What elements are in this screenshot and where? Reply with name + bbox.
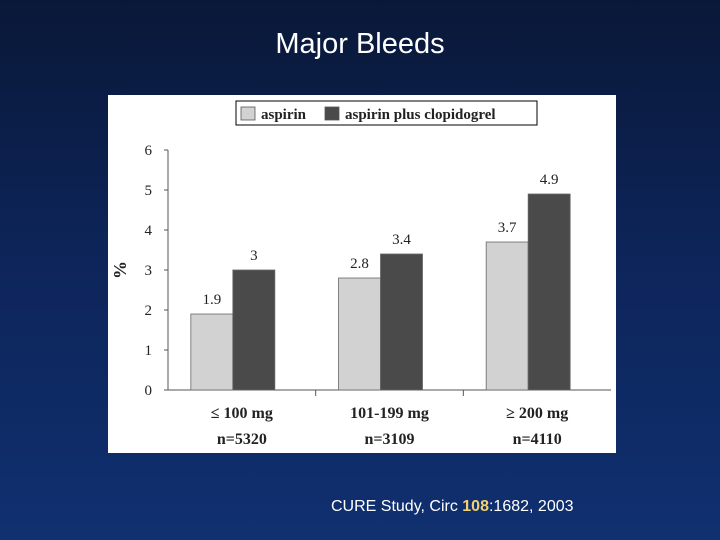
citation-suffix: :1682, 2003 [488,498,574,515]
slide-title: Major Bleeds [275,28,445,60]
legend-label: aspirin plus clopidogrel [345,107,496,123]
bar-aspirin-plus-clopidogrel [380,253,423,391]
y-axis-label: % [110,261,130,279]
bar-aspirin [485,241,529,391]
data-label: 4.9 [540,172,559,188]
legend-box [235,100,538,126]
bar-aspirin-plus-clopidogrel [527,193,571,391]
citation-volume: 108 [462,498,489,515]
x-category-n: n=3109 [364,431,414,448]
legend-label: aspirin [261,107,307,123]
x-category-label: ≥ 200 mg [506,405,568,422]
y-tick-label: 4 [145,223,153,239]
data-label: 3.4 [392,232,411,248]
x-category-n: n=4110 [513,431,562,448]
y-tick-label: 1 [145,343,153,359]
bar-aspirin [190,313,234,391]
bar-aspirin [338,277,381,391]
data-label: 3.7 [498,220,517,236]
y-tick-label: 5 [145,183,153,199]
citation-prefix: CURE Study, Circ [331,498,463,515]
data-label: 1.9 [202,292,221,308]
x-category-label: ≤ 100 mg [211,405,273,422]
legend-swatch [324,106,340,121]
x-category-label: 101-199 mg [350,405,429,422]
data-label: 2.8 [350,256,369,272]
x-category-n: n=5320 [217,431,267,448]
citation: CURE Study, Circ 108:1682, 2003 [331,498,574,516]
bar-aspirin-plus-clopidogrel [232,269,276,391]
y-tick-label: 6 [145,143,153,159]
data-label: 3 [250,248,257,264]
y-tick-label: 2 [145,303,153,319]
legend-swatch [240,106,256,121]
bar-chart: aspirin aspirin plus clopidogrel 0 1 2 3 4 5 6% 1… [110,100,611,448]
y-tick-label: 3 [145,263,153,279]
chart-panel: aspirin aspirin plus clopidogrel 0 1 2 3 4 5 6% 1… [108,95,616,453]
y-tick-label: 0 [145,383,153,399]
